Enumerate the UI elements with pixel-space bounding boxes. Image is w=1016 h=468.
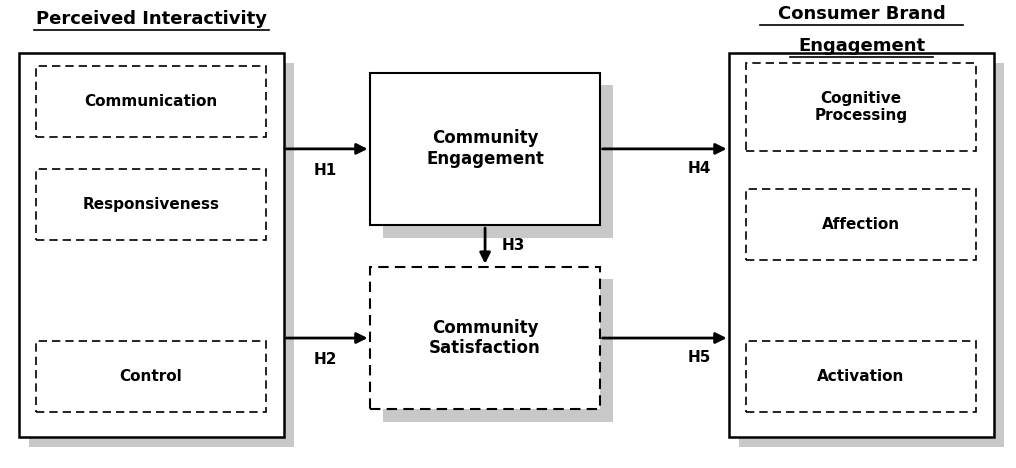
Text: Consumer Brand: Consumer Brand xyxy=(777,5,946,23)
Bar xyxy=(740,63,1004,447)
Text: Affection: Affection xyxy=(822,217,900,232)
Text: H1: H1 xyxy=(314,163,337,178)
Bar xyxy=(37,169,265,240)
Bar xyxy=(747,189,975,260)
Text: Communication: Communication xyxy=(84,94,217,109)
Text: H2: H2 xyxy=(314,352,337,367)
Text: Activation: Activation xyxy=(817,369,904,384)
Text: Perceived Interactivity: Perceived Interactivity xyxy=(36,10,267,28)
Text: Control: Control xyxy=(120,369,182,384)
Bar xyxy=(371,73,599,225)
Bar xyxy=(29,63,294,447)
Bar xyxy=(729,53,994,437)
Text: Engagement: Engagement xyxy=(798,37,926,55)
Text: Community
Satisfaction: Community Satisfaction xyxy=(429,319,541,358)
Bar xyxy=(371,267,599,410)
Bar xyxy=(37,66,265,137)
Bar xyxy=(747,342,975,412)
Text: H4: H4 xyxy=(688,161,711,176)
Text: H5: H5 xyxy=(688,350,711,365)
Bar xyxy=(37,342,265,412)
Bar xyxy=(747,63,975,151)
Bar xyxy=(383,279,613,422)
Text: Community
Engagement: Community Engagement xyxy=(426,130,544,168)
Bar xyxy=(19,53,283,437)
Bar xyxy=(383,85,613,238)
Text: Cognitive
Processing: Cognitive Processing xyxy=(815,91,907,123)
Text: Responsiveness: Responsiveness xyxy=(82,197,219,212)
Text: H3: H3 xyxy=(501,238,524,254)
